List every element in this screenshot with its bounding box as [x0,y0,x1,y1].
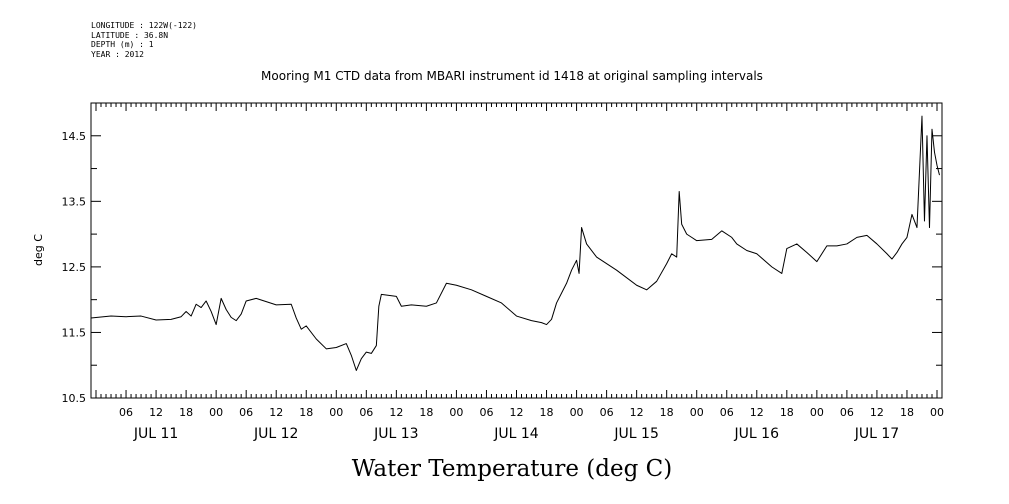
x-hour-label: 00 [329,406,343,419]
x-hour-label: 06 [720,406,734,419]
x-hour-label: 06 [359,406,373,419]
y-tick-label: 13.5 [62,195,87,208]
x-axis-title: Water Temperature (deg C) [352,456,672,482]
x-hour-label: 06 [600,406,614,419]
series-group [90,115,940,371]
latitude-text: LATITUDE : 36.8N [91,30,169,40]
x-hour-label: 00 [930,406,944,419]
x-axis: 06 12 18 00 06 12 18 00 06 12 18 00 06 12 18 00 06 12 18 00… [90,103,944,442]
x-day-label: JUL 12 [253,426,298,442]
y-axis-label: deg C [32,234,45,266]
x-hour-label: 12 [750,406,764,419]
plot-frame [90,102,943,399]
y-axis: 10.5 11.5 12.5 13.5 14.5 [62,102,942,405]
y-tick-label: 10.5 [62,392,87,405]
x-day-label: JUL 14 [493,426,539,442]
x-hour-label: 18 [660,406,674,419]
x-hour-label: 06 [479,406,493,419]
y-tick-label: 11.5 [62,326,87,339]
x-hour-label: 18 [540,406,554,419]
x-hour-label: 06 [119,406,133,419]
x-hour-label: 12 [510,406,524,419]
metadata-block: LONGITUDE : 122W(-122) LATITUDE : 36.8N … [91,21,197,59]
x-day-label: JUL 16 [734,426,780,442]
x-hour-label: 00 [690,406,704,419]
x-day-label: JUL 17 [854,426,899,442]
x-hour-label: 12 [389,406,403,419]
x-hour-label: 00 [570,406,584,419]
x-hour-label: 12 [870,406,884,419]
x-hour-label: 06 [840,406,854,419]
x-hour-label: 06 [239,406,253,419]
x-hour-label: 18 [179,406,193,419]
x-hour-label: 18 [780,406,794,419]
year-text: YEAR : 2012 [91,49,144,59]
x-hour-label: 00 [449,406,463,419]
x-hour-label: 18 [419,406,433,419]
temperature-series-line [90,115,940,371]
x-hour-label: 12 [149,406,163,419]
x-hour-label: 00 [209,406,223,419]
x-hour-label: 18 [299,406,313,419]
x-day-label: JUL 13 [373,426,418,442]
y-tick-label: 14.5 [62,130,87,143]
x-hour-label: 12 [630,406,644,419]
x-day-label: JUL 11 [133,426,178,442]
y-tick-label: 12.5 [62,261,87,274]
chart-title: Mooring M1 CTD data from MBARI instrumen… [261,69,763,83]
longitude-text: LONGITUDE : 122W(-122) [91,21,197,30]
x-hour-label: 12 [269,406,283,419]
depth-text: DEPTH (m) : 1 [91,40,154,49]
x-day-label: JUL 15 [613,426,658,442]
x-hour-label: 18 [900,406,914,419]
x-hour-label: 00 [810,406,824,419]
